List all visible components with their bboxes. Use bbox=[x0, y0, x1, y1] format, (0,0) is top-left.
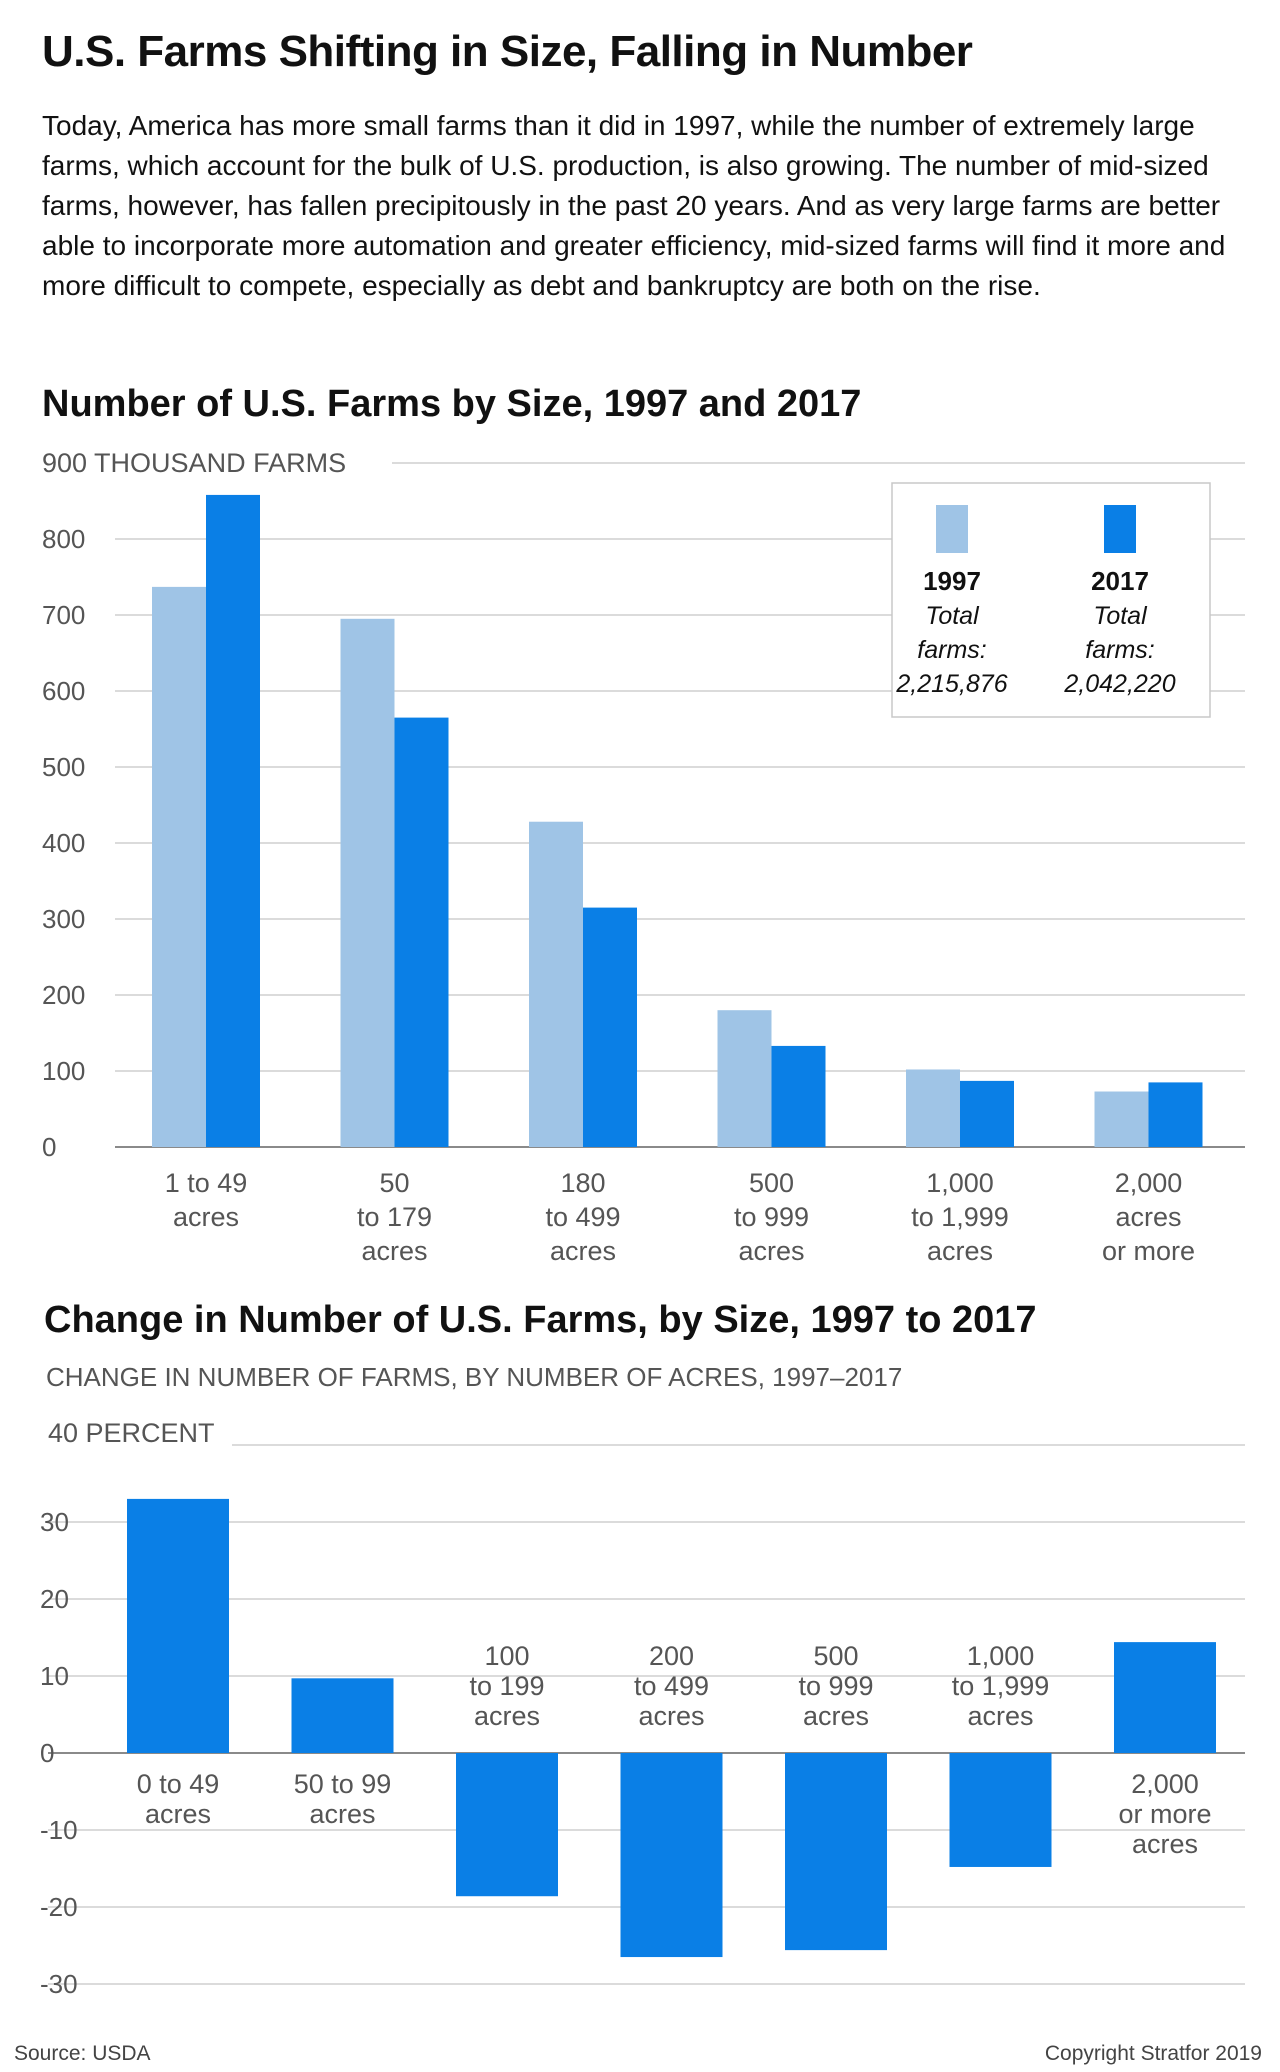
legend-year-2017: 2017 bbox=[1091, 566, 1149, 596]
source-note: Source: USDA bbox=[14, 2042, 151, 2065]
x-category-label: 50 to 99 bbox=[294, 1769, 392, 1799]
bar-2017-3 bbox=[583, 907, 637, 1147]
change-bar-5 bbox=[785, 1753, 887, 1951]
y-tick-label: 600 bbox=[42, 676, 85, 706]
y-tick-label: 0 bbox=[40, 1738, 54, 1768]
x-category-label: 1 to 49 bbox=[165, 1168, 248, 1198]
legend-swatch-2017 bbox=[1104, 505, 1136, 553]
bar-1997-4 bbox=[717, 1010, 772, 1147]
x-category-label: acres bbox=[1115, 1202, 1181, 1232]
x-category-label: acres bbox=[1132, 1829, 1198, 1859]
y-tick-label: 700 bbox=[42, 600, 85, 630]
x-category-label: acres bbox=[361, 1236, 427, 1266]
farms-by-size-chart: Number of U.S. Farms by Size, 1997 and 2… bbox=[42, 383, 1245, 1266]
bar-2017-5 bbox=[960, 1080, 1014, 1147]
x-category-label: 50 bbox=[379, 1168, 409, 1198]
y-tick-label: 800 bbox=[42, 524, 85, 554]
legend-1997-total: 2,215,876 bbox=[895, 670, 1007, 698]
x-category-label: to 199 bbox=[469, 1671, 544, 1701]
x-category-label: 1,000 bbox=[926, 1168, 994, 1198]
x-category-label: 2,000 bbox=[1115, 1168, 1183, 1198]
bar-2017-2 bbox=[394, 717, 449, 1147]
bar-2017-1 bbox=[206, 494, 260, 1147]
x-category-label: acres bbox=[738, 1236, 804, 1266]
x-category-label: to 1,999 bbox=[911, 1202, 1009, 1232]
y-tick-label: 10 bbox=[40, 1661, 69, 1691]
x-category-label: 0 to 49 bbox=[137, 1769, 220, 1799]
chart2-subtitle: CHANGE IN NUMBER OF FARMS, BY NUMBER OF … bbox=[46, 1362, 902, 1392]
x-category-label: 500 bbox=[813, 1641, 858, 1671]
bar-1997-5 bbox=[906, 1069, 960, 1147]
x-category-label: or more bbox=[1102, 1236, 1195, 1266]
x-category-label: acres bbox=[638, 1701, 704, 1731]
bar-2017-4 bbox=[771, 1045, 826, 1147]
legend-1997-line2: farms: bbox=[917, 636, 986, 664]
chart2-unit-label: 40 PERCENT bbox=[48, 1418, 215, 1448]
legend-swatch-1997 bbox=[936, 505, 968, 553]
x-category-label: 1,000 bbox=[967, 1641, 1035, 1671]
change-bar-2 bbox=[291, 1678, 394, 1753]
x-category-label: 100 bbox=[484, 1641, 529, 1671]
change-bar-3 bbox=[456, 1753, 558, 1897]
y-tick-label: 200 bbox=[42, 980, 85, 1010]
bar-1997-3 bbox=[529, 821, 583, 1147]
y-tick-label: 300 bbox=[42, 904, 85, 934]
bar-1997-2 bbox=[340, 618, 395, 1147]
legend-year-1997: 1997 bbox=[923, 566, 981, 596]
chart1-legend: 1997 Total farms: 2,215,876 2017 Total f… bbox=[891, 482, 1211, 718]
x-category-label: acres bbox=[803, 1701, 869, 1731]
y-tick-label: 100 bbox=[42, 1056, 85, 1086]
bar-1997-6 bbox=[1094, 1091, 1149, 1147]
x-category-label: acres bbox=[550, 1236, 616, 1266]
copyright-note: Copyright Stratfor 2019 bbox=[1044, 2042, 1262, 2065]
legend-1997-line1: Total bbox=[925, 602, 980, 630]
x-category-label: acres bbox=[309, 1799, 375, 1829]
page-title: U.S. Farms Shifting in Size, Falling in … bbox=[42, 27, 973, 76]
bar-2017-6 bbox=[1148, 1082, 1203, 1147]
x-category-label: acres bbox=[145, 1799, 211, 1829]
x-category-label: to 999 bbox=[734, 1202, 809, 1232]
x-category-label: or more bbox=[1118, 1799, 1211, 1829]
change-bar-7 bbox=[1114, 1642, 1216, 1753]
change-bar-1 bbox=[127, 1498, 229, 1753]
change-bar-4 bbox=[620, 1753, 723, 1958]
x-category-label: to 499 bbox=[545, 1202, 620, 1232]
legend-2017-line2: farms: bbox=[1085, 636, 1154, 664]
legend-2017-total: 2,042,220 bbox=[1063, 670, 1175, 698]
y-tick-label: 20 bbox=[40, 1584, 69, 1614]
x-category-label: acres bbox=[927, 1236, 993, 1266]
farm-change-chart: Change in Number of U.S. Farms, by Size,… bbox=[40, 1299, 1245, 1999]
x-category-label: acres bbox=[474, 1701, 540, 1731]
y-tick-label: 30 bbox=[40, 1507, 69, 1537]
chart2-title: Change in Number of U.S. Farms, by Size,… bbox=[44, 1299, 1037, 1341]
bar-1997-1 bbox=[152, 586, 206, 1147]
x-category-label: acres bbox=[967, 1701, 1033, 1731]
x-category-label: to 499 bbox=[634, 1671, 709, 1701]
y-tick-label: -20 bbox=[40, 1892, 78, 1922]
x-category-label: acres bbox=[173, 1202, 239, 1232]
y-tick-label: -30 bbox=[40, 1969, 78, 1999]
y-tick-label: 400 bbox=[42, 828, 85, 858]
x-category-label: 2,000 bbox=[1131, 1769, 1199, 1799]
x-category-label: 180 bbox=[560, 1168, 605, 1198]
x-category-label: to 999 bbox=[798, 1671, 873, 1701]
x-category-label: 500 bbox=[749, 1168, 794, 1198]
intro-paragraph: Today, America has more small farms than… bbox=[42, 110, 1226, 301]
x-category-label: to 1,999 bbox=[952, 1671, 1050, 1701]
legend-2017-line1: Total bbox=[1093, 602, 1148, 630]
change-bar-6 bbox=[949, 1753, 1052, 1867]
y-tick-label: 500 bbox=[42, 752, 85, 782]
y-tick-label: 0 bbox=[42, 1132, 56, 1162]
x-category-label: to 179 bbox=[357, 1202, 432, 1232]
chart1-unit-label: 900 THOUSAND FARMS bbox=[42, 448, 346, 478]
chart1-title: Number of U.S. Farms by Size, 1997 and 2… bbox=[42, 383, 861, 425]
x-category-label: 200 bbox=[649, 1641, 694, 1671]
y-tick-label: -10 bbox=[40, 1815, 78, 1845]
